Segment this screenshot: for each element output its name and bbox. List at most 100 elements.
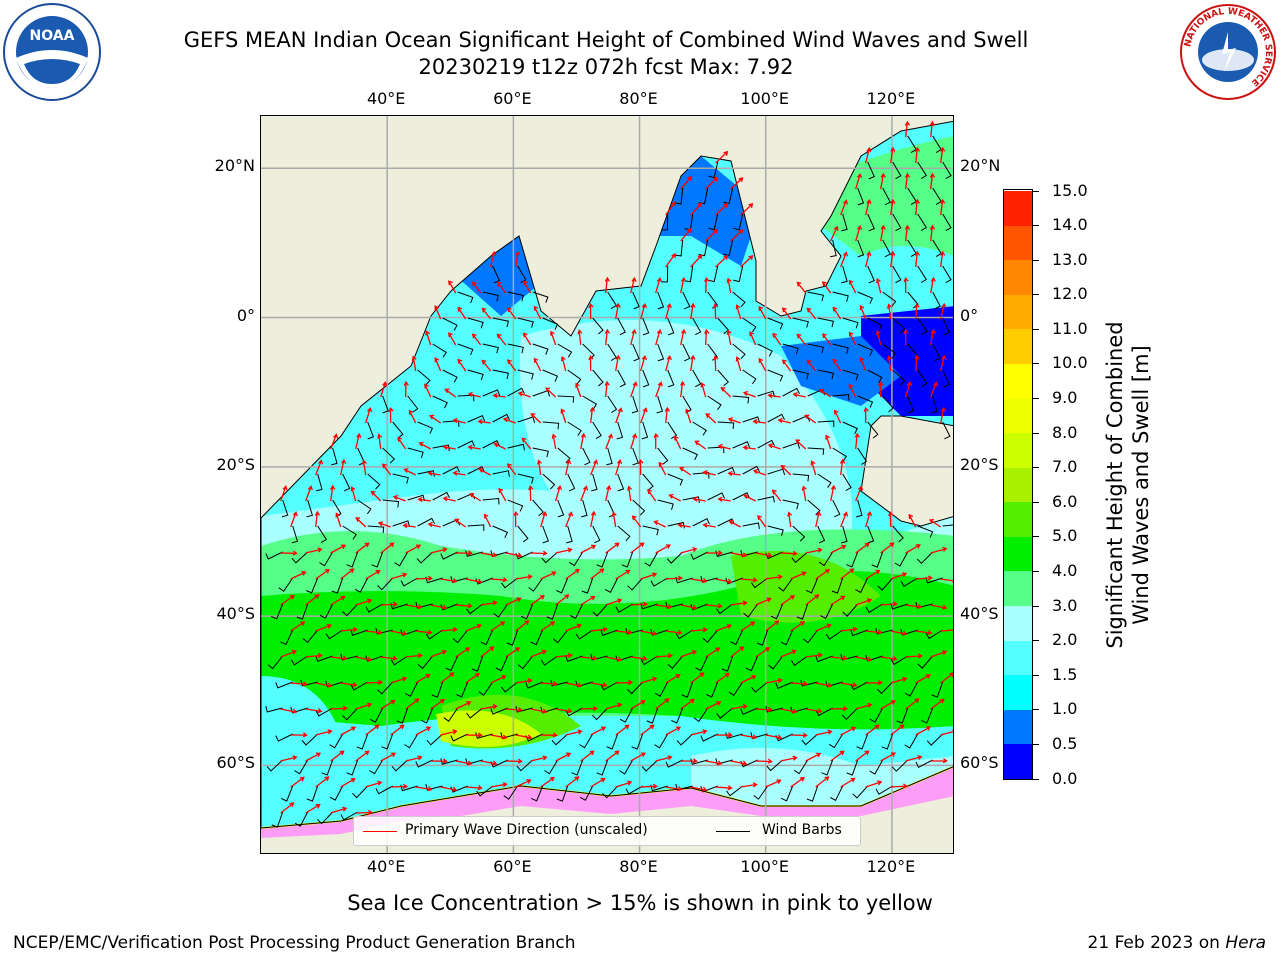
wind-barb: [917, 525, 934, 538]
wind-barb: [551, 733, 569, 746]
wave-direction-arrow: [555, 484, 563, 502]
wind-barb: [296, 603, 309, 620]
wave-direction-arrow: [742, 390, 756, 398]
wave-direction-arrow: [805, 708, 823, 714]
wave-direction-arrow: [914, 198, 921, 216]
wave-direction-arrow: [615, 407, 623, 424]
wave-direction-arrow: [305, 594, 320, 606]
wind-barb: [742, 416, 761, 423]
wave-direction-arrow: [790, 571, 807, 580]
wind-barb: [753, 785, 769, 800]
wind-barb: [775, 681, 793, 689]
wave-direction-arrow: [815, 682, 833, 688]
wave-direction-arrow: [790, 621, 806, 632]
wave-direction-arrow: [859, 356, 867, 372]
wave-direction-arrow: [555, 547, 573, 554]
colorbar-segment: [1004, 605, 1032, 641]
wave-direction-arrow: [540, 571, 557, 580]
wind-barb: [869, 707, 884, 723]
wind-barb: [607, 395, 618, 413]
wind-barb: [850, 629, 868, 637]
wave-direction-arrow: [605, 598, 623, 606]
wave-direction-arrow: [505, 552, 523, 558]
wave-direction-arrow: [340, 778, 356, 788]
wind-barb: [607, 291, 617, 310]
wind-barb: [417, 421, 434, 434]
colorbar-level-label: 0.0: [1052, 768, 1078, 788]
wave-direction-arrow: [380, 752, 397, 762]
wave-direction-arrow: [465, 785, 483, 791]
wind-barb: [278, 577, 294, 592]
wave-direction-arrow: [940, 250, 946, 268]
wind-barb: [571, 759, 584, 776]
colorbar-level-label: 4.0: [1052, 560, 1078, 580]
wave-direction-arrow: [615, 354, 621, 372]
wave-direction-arrow: [340, 726, 357, 736]
wave-direction-arrow: [705, 176, 718, 190]
wind-barb: [356, 733, 369, 750]
footer-date: 21 Feb 2023 on Hera: [1088, 933, 1266, 953]
wave-direction-arrow: [854, 432, 860, 450]
colorbar-level-label: 9.0: [1052, 388, 1078, 408]
wave-direction-arrow: [888, 510, 894, 528]
wind-barb: [706, 681, 719, 698]
wave-direction-arrow: [730, 703, 748, 710]
wind-barb: [915, 601, 933, 609]
wave-direction-arrow: [580, 544, 597, 554]
wind-barb: [425, 629, 443, 640]
wind-barb: [841, 265, 848, 284]
wave-direction-arrow: [480, 600, 498, 606]
wind-barb: [717, 317, 730, 335]
wind-barb: [631, 733, 644, 750]
wave-direction-arrow: [690, 302, 696, 320]
wave-direction-arrow: [330, 705, 348, 711]
wind-barb: [407, 395, 419, 413]
colorbar-segment: [1004, 190, 1032, 226]
wind-barb: [557, 395, 575, 403]
wave-direction-arrow: [590, 777, 606, 788]
wind-barb: [501, 681, 519, 693]
wind-barb: [625, 627, 643, 635]
wave-direction-arrow: [730, 177, 744, 190]
wind-barb: [657, 291, 665, 310]
wind-barb: [740, 550, 758, 557]
wave-direction-arrow: [855, 224, 863, 242]
wave-direction-arrow: [290, 732, 308, 738]
wave-direction-arrow: [680, 546, 698, 554]
wave-direction-arrow: [815, 623, 832, 632]
wave-direction-arrow: [555, 594, 570, 606]
wave-direction-arrow: [427, 521, 441, 528]
wind-barb: [682, 447, 698, 461]
wave-direction-arrow: [705, 760, 723, 766]
wind-barb: [842, 473, 852, 492]
wave-direction-arrow: [315, 459, 324, 476]
wave-direction-arrow: [390, 572, 408, 580]
footer-host: Hera: [1225, 933, 1266, 953]
wind-barb: [490, 707, 508, 715]
wind-barb: [480, 629, 494, 646]
wind-barb: [316, 473, 323, 492]
wind-barb: [632, 343, 640, 362]
wave-direction-arrow: [702, 522, 716, 528]
colorbar-segment: [1004, 225, 1032, 261]
wind-barb: [830, 785, 844, 801]
wind-barb: [807, 343, 825, 354]
wave-direction-arrow: [481, 359, 492, 372]
wind-barb: [450, 733, 468, 742]
wave-direction-arrow: [380, 381, 388, 398]
wave-direction-arrow: [780, 595, 796, 606]
wave-direction-arrow: [832, 358, 842, 372]
wave-direction-arrow: [715, 623, 733, 632]
wave-direction-arrow: [490, 250, 497, 268]
wave-direction-arrow: [915, 674, 931, 684]
wind-barb: [607, 343, 617, 362]
wave-direction-arrow: [355, 702, 373, 710]
wind-barb: [682, 291, 691, 310]
wave-direction-arrow: [715, 150, 729, 164]
wind-barb: [875, 785, 893, 795]
wave-direction-arrow: [604, 380, 610, 398]
wave-direction-arrow: [717, 496, 731, 502]
wave-direction-arrow: [418, 441, 431, 450]
wind-barb: [931, 681, 944, 698]
wind-barb: [932, 291, 941, 310]
